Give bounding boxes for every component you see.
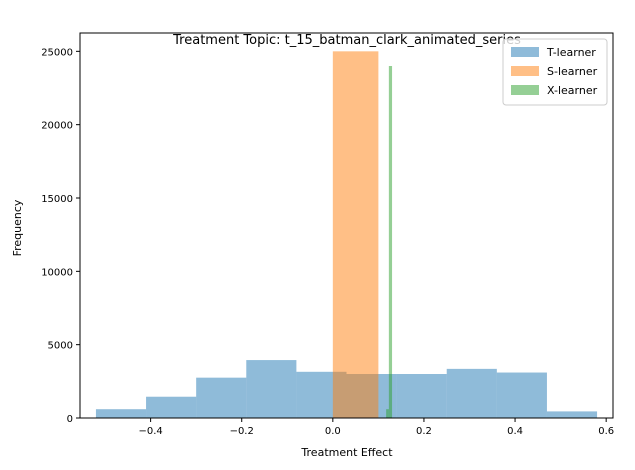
t-learner-bar-7 <box>446 368 497 418</box>
x-tick-label: 0.6 <box>598 426 614 437</box>
legend-swatch-t-learner <box>511 47 539 57</box>
legend-label-t-learner: T-learner <box>546 46 596 59</box>
t-learner-bar-3 <box>246 360 297 418</box>
s-learner-bar-0 <box>332 51 379 418</box>
t-learner-bar-2 <box>196 377 247 418</box>
t-learner-bar-6 <box>396 374 447 418</box>
bars-layer <box>95 51 598 418</box>
legend-label-s-learner: S-learner <box>547 65 598 78</box>
x-tick-label: 0.2 <box>416 426 432 437</box>
y-tick-label: 10000 <box>41 267 73 278</box>
legend-label-x-learner: X-learner <box>547 84 598 97</box>
t-learner-bar-1 <box>146 396 197 418</box>
ticks-layer: −0.4 −0.2 0.0 0.2 0.4 0.6 0 5000 10000 15000 20000… <box>41 47 614 437</box>
plot-frame <box>79 32 614 419</box>
x-tick-label: −0.2 <box>230 426 254 437</box>
y-tick-label: 15000 <box>41 194 73 205</box>
chart-title: Treatment Topic: t_15_batman_clark_anima… <box>172 33 521 48</box>
x-learner-bar-1 <box>388 66 393 418</box>
x-tick-label: −0.4 <box>138 426 162 437</box>
y-tick-label: 20000 <box>41 121 73 132</box>
x-learner-bar-0 <box>386 409 389 418</box>
t-learner-bar-8 <box>496 372 547 418</box>
y-tick-label: 5000 <box>48 341 73 352</box>
y-tick-label: 25000 <box>41 47 73 58</box>
x-tick-label: 0.4 <box>507 426 523 437</box>
y-tick-label: 0 <box>67 414 73 425</box>
t-learner-bar-0 <box>95 409 147 418</box>
x-tick-label: 0.0 <box>325 426 341 437</box>
t-learner-bar-9 <box>546 411 598 418</box>
y-axis-label: Frequency <box>11 199 24 256</box>
legend: T-learner S-learner X-learner <box>502 38 608 106</box>
legend-swatch-x-learner <box>511 85 539 95</box>
legend-swatch-s-learner <box>511 66 539 76</box>
x-axis-label: Treatment Effect <box>300 446 393 459</box>
